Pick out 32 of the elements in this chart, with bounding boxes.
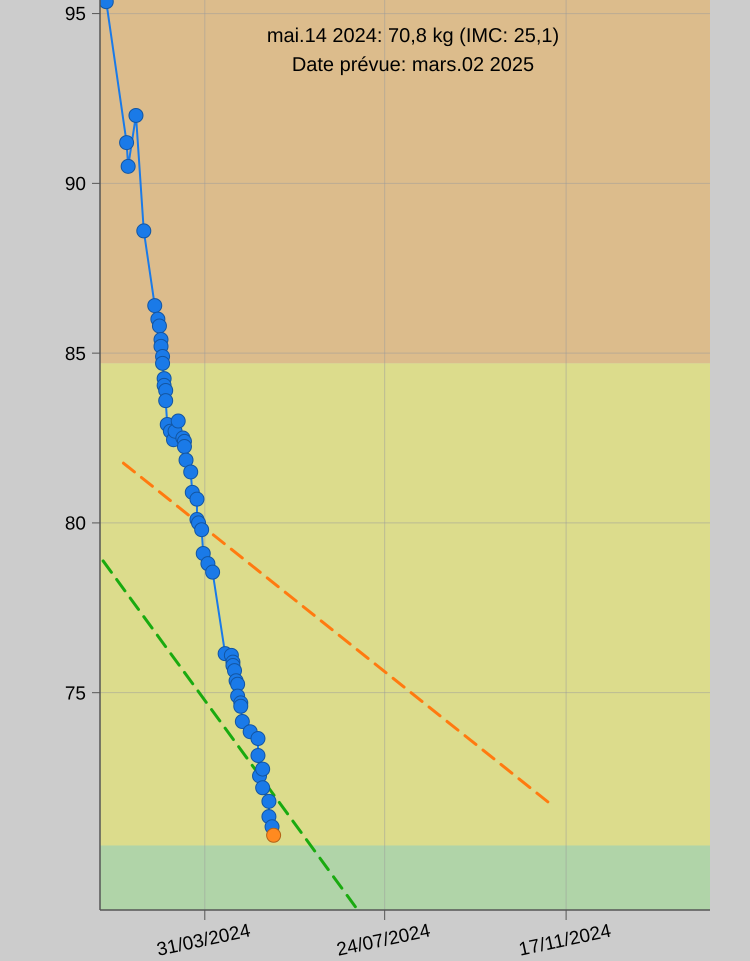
point (158, 393, 174, 408)
y-tick-label: 75 (64, 683, 86, 704)
x-tick-label: 17/11/2024 (516, 920, 614, 961)
point (266, 828, 282, 843)
point (178, 452, 194, 468)
point (152, 318, 167, 334)
point (194, 522, 210, 538)
point (261, 794, 276, 809)
y-tick-label: 80 (64, 514, 86, 535)
point (136, 223, 152, 238)
point (205, 564, 220, 580)
annotation: Date prévue: mars.02 2025 (292, 54, 534, 76)
y-tick-label: 90 (64, 174, 86, 196)
y-tick-label: 95 (64, 4, 86, 26)
point (255, 780, 270, 796)
point (183, 464, 198, 480)
point (128, 108, 144, 123)
point (170, 414, 186, 429)
point (147, 298, 162, 314)
point (250, 731, 266, 746)
point (255, 762, 270, 777)
point (189, 492, 204, 507)
point (234, 714, 250, 730)
point (155, 356, 170, 371)
point (176, 439, 192, 454)
point (120, 158, 136, 174)
x-tick-label: 31/03/2024 (154, 920, 253, 961)
y-tick-label: 85 (64, 344, 86, 365)
point (233, 698, 248, 714)
point (250, 748, 266, 764)
point (119, 135, 134, 150)
annotation: mai.14 2024: 70,8 kg (IMC: 25,1) (266, 25, 560, 47)
